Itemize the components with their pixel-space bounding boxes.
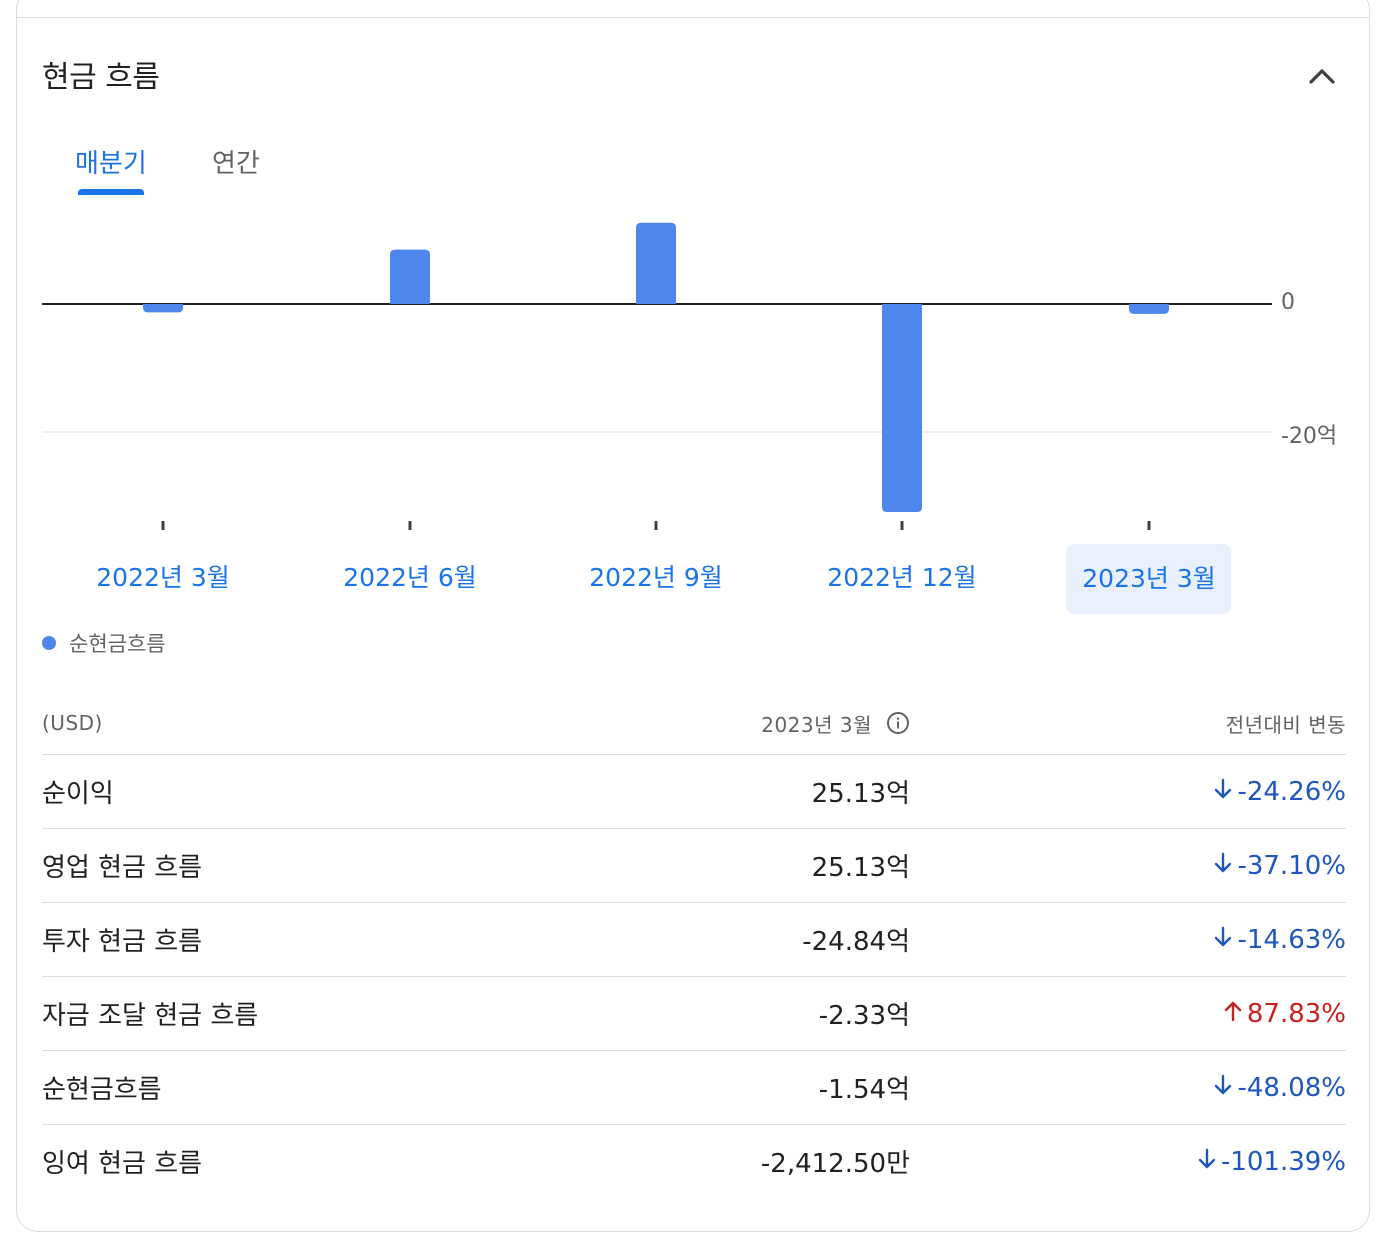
- header-change: 전년대비 변동: [1225, 712, 1346, 737]
- cash-flow-table: (USD) 2023년 3월 전년대비 변동 순이익 25.13억 -24.26% 영…: [42, 692, 1346, 1198]
- row-change-cell: -24.26%: [910, 777, 1346, 807]
- row-value: -24.84억: [802, 927, 910, 957]
- chart-bar[interactable]: [390, 249, 430, 304]
- change-value: -48.08%: [1213, 1073, 1346, 1103]
- row-value: -1.54억: [818, 1075, 910, 1105]
- table-header: (USD) 2023년 3월 전년대비 변동: [42, 692, 1346, 755]
- chart-bar[interactable]: [882, 304, 922, 512]
- arrow-up-icon: [1223, 999, 1243, 1029]
- section-title: 현금 흐름: [42, 60, 160, 95]
- arrow-down-icon: [1213, 777, 1233, 807]
- row-change-cell: -14.63%: [910, 925, 1346, 955]
- row-value: 25.13억: [811, 853, 910, 883]
- change-value: 87.83%: [1223, 999, 1346, 1029]
- arrow-down-icon: [1197, 1147, 1217, 1177]
- chevron-up-icon: [1309, 69, 1335, 84]
- x-tick-label[interactable]: 2022년 12월: [827, 563, 977, 592]
- row-label: 잉여 현금 흐름: [42, 1149, 203, 1179]
- arrow-down-icon: [1213, 851, 1233, 881]
- change-text: -101.39%: [1220, 1146, 1346, 1177]
- cash-flow-card: [16, 0, 1370, 1232]
- change-value: -101.39%: [1197, 1147, 1346, 1177]
- change-text: 87.83%: [1246, 998, 1346, 1029]
- tab-annual[interactable]: 연간: [212, 149, 260, 179]
- arrow-down-icon: [1213, 1073, 1233, 1103]
- legend-label: 순현금흐름: [69, 632, 166, 656]
- chart-bar[interactable]: [1129, 304, 1169, 314]
- arrow-down-icon: [1213, 925, 1233, 955]
- row-change-cell: -101.39%: [910, 1147, 1346, 1177]
- row-change-cell: 87.83%: [910, 999, 1346, 1029]
- tab-active-indicator: [78, 189, 144, 195]
- change-text: -48.08%: [1237, 1072, 1346, 1103]
- row-label: 투자 현금 흐름: [42, 927, 203, 957]
- chart-legend: 순현금흐름: [42, 628, 166, 658]
- change-value: -14.63%: [1213, 925, 1346, 955]
- row-change-cell: -48.08%: [910, 1073, 1346, 1103]
- change-value: -37.10%: [1213, 851, 1346, 881]
- table-row: 자금 조달 현금 흐름 -2.33억 87.83%: [42, 977, 1346, 1051]
- row-value: 25.13억: [811, 779, 910, 809]
- chart-bar[interactable]: [143, 304, 183, 313]
- header-unit: (USD): [42, 711, 103, 735]
- info-icon[interactable]: [886, 711, 910, 735]
- change-text: -14.63%: [1237, 924, 1346, 955]
- cash-flow-chart: [42, 222, 1272, 530]
- change-text: -37.10%: [1237, 850, 1346, 881]
- table-row: 순현금흐름 -1.54억 -48.08%: [42, 1051, 1346, 1125]
- x-tick-label[interactable]: 2022년 9월: [589, 563, 723, 592]
- y-tick-label: -20억: [1281, 424, 1338, 449]
- x-tick-label[interactable]: 2022년 3월: [96, 563, 230, 592]
- header-period: 2023년 3월: [761, 712, 872, 737]
- row-label: 순이익: [42, 779, 114, 809]
- table-row: 잉여 현금 흐름 -2,412.50만 -101.39%: [42, 1125, 1346, 1198]
- row-value: -2.33억: [818, 1001, 910, 1031]
- legend-dot: [42, 636, 56, 650]
- chart-bar[interactable]: [636, 222, 676, 304]
- collapse-button[interactable]: [1300, 56, 1344, 96]
- tab-quarterly[interactable]: 매분기: [75, 149, 147, 179]
- x-tick-label[interactable]: 2022년 6월: [343, 563, 477, 592]
- change-text: -24.26%: [1237, 776, 1346, 807]
- header-period-cell: 2023년 3월: [642, 709, 910, 738]
- divider: [16, 17, 1370, 18]
- x-tick-label[interactable]: 2023년 3월: [1066, 544, 1232, 614]
- row-value: -2,412.50만: [760, 1149, 910, 1179]
- row-change-cell: -37.10%: [910, 851, 1346, 881]
- table-row: 순이익 25.13억 -24.26%: [42, 755, 1346, 829]
- row-label: 자금 조달 현금 흐름: [42, 1001, 259, 1031]
- table-row: 영업 현금 흐름 25.13억 -37.10%: [42, 829, 1346, 903]
- table-row: 투자 현금 흐름 -24.84억 -14.63%: [42, 903, 1346, 977]
- change-value: -24.26%: [1213, 777, 1346, 807]
- row-label: 영업 현금 흐름: [42, 853, 203, 883]
- row-label: 순현금흐름: [42, 1075, 162, 1105]
- y-tick-label: 0: [1281, 290, 1295, 315]
